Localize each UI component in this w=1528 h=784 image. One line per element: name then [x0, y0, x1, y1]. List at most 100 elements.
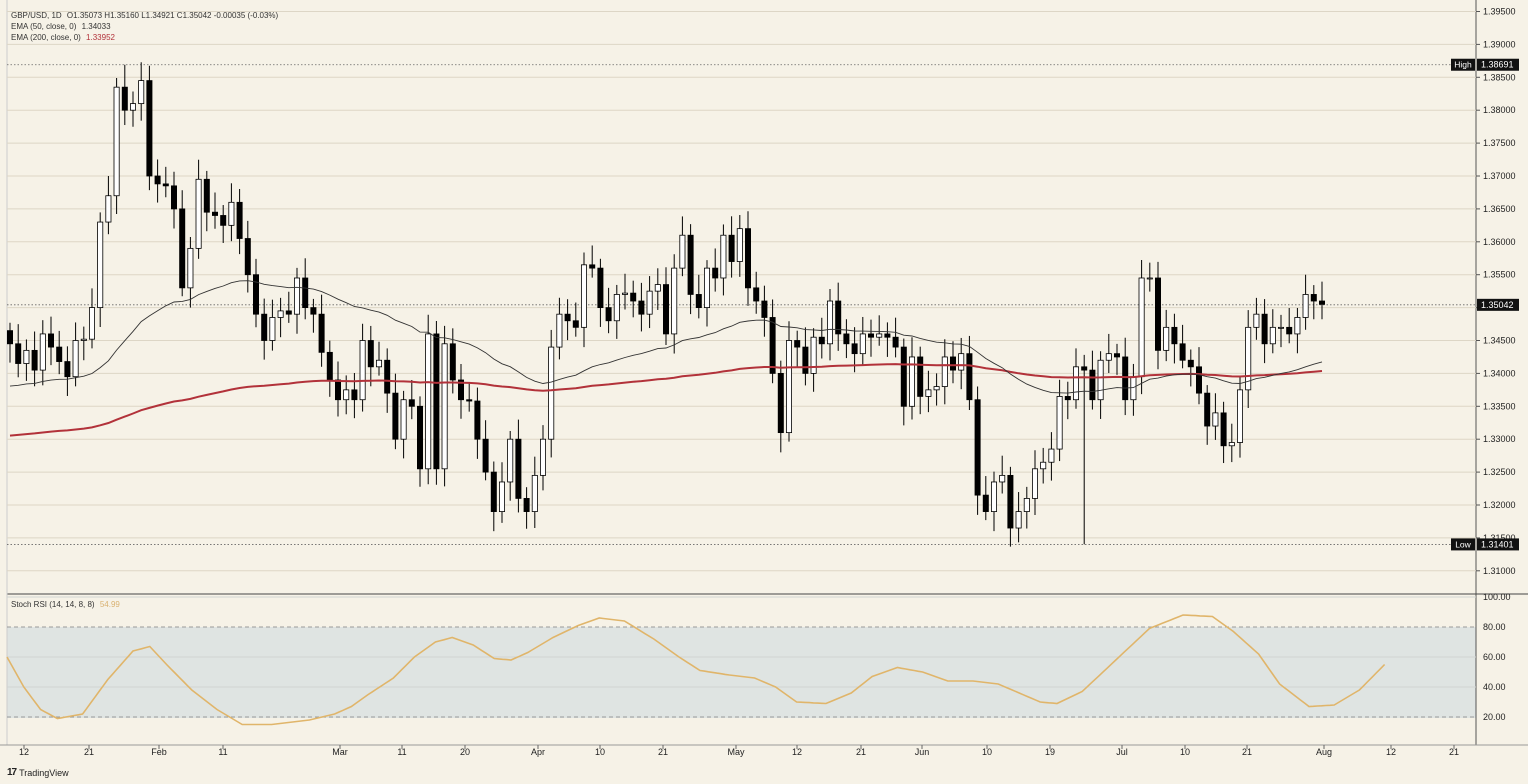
candle-body: [818, 336, 825, 345]
candle-body: [89, 307, 96, 340]
time-tick-label: 10: [595, 747, 605, 757]
candle-body: [753, 287, 760, 302]
candle-body: [220, 215, 227, 226]
candle-body: [1073, 366, 1080, 401]
time-tick-label: 21: [84, 747, 94, 757]
candle-body: [515, 438, 522, 499]
candle-body: [540, 438, 547, 476]
low-badge-box: [1477, 538, 1519, 551]
candle-body: [326, 351, 333, 381]
candle-body: [1081, 366, 1088, 371]
candle-body: [868, 333, 875, 338]
symbol-header[interactable]: GBP/USD, 1D O1.35073 H1.35160 L1.34921 C…: [11, 11, 281, 20]
stoch-rsi-line: [6, 614, 1386, 726]
tradingview-brand[interactable]: 17 TradingView: [7, 767, 69, 778]
candle-body: [851, 343, 858, 355]
time-tick-label: May: [727, 747, 745, 757]
candle-body: [589, 264, 596, 269]
candle-body: [654, 284, 661, 292]
stoch-rsi-value: 54.99: [99, 600, 120, 609]
candle-body: [179, 208, 186, 289]
candle-body: [113, 86, 120, 197]
candle-body: [523, 498, 530, 512]
candle-body: [769, 317, 776, 374]
price-tick-label: 1.34500: [1483, 336, 1516, 346]
candle-body: [121, 86, 128, 111]
candle-body: [687, 234, 694, 295]
candle-body: [1302, 294, 1309, 318]
candle-body: [72, 340, 79, 378]
candle-body: [1089, 369, 1096, 401]
candle-body: [277, 310, 284, 318]
candle-body: [15, 343, 22, 364]
stoch-rsi-label: Stoch RSI (14, 14, 8, 8): [11, 600, 95, 609]
time-tick-label: 11: [397, 747, 406, 757]
candle-body: [1294, 317, 1301, 335]
candle-body: [1220, 412, 1227, 447]
time-tick-label: 21: [658, 747, 668, 757]
time-tick-label: 12: [792, 747, 802, 757]
time-tick-label: Apr: [531, 747, 545, 757]
ema200-label: EMA (200, close, 0): [11, 33, 81, 42]
candle-body: [351, 389, 358, 401]
stoch-rsi-legend[interactable]: Stoch RSI (14, 14, 8, 8) 54.99: [11, 600, 123, 609]
candle-body: [441, 343, 448, 470]
candle-body: [293, 277, 300, 315]
candle-body: [261, 313, 268, 341]
candle-body: [728, 234, 735, 262]
grid-lines: [0, 0, 1528, 746]
price-tick-label: 1.38500: [1483, 72, 1516, 82]
candle-body: [1114, 353, 1121, 358]
candle-body: [343, 389, 350, 401]
time-tick-label: 10: [982, 747, 992, 757]
candle-body: [892, 336, 899, 348]
candle-body: [359, 340, 366, 401]
price-tick-label: 1.31000: [1483, 566, 1516, 576]
candle-body: [269, 317, 276, 341]
stoch-tick-label: 80.00: [1483, 622, 1506, 632]
candle-body: [712, 267, 719, 279]
candle-body: [859, 333, 866, 355]
candle-body: [39, 333, 46, 371]
candle-body: [638, 300, 645, 315]
candle-body: [1097, 359, 1104, 401]
candle-body: [794, 340, 801, 348]
candle-body: [900, 346, 907, 407]
candle-body: [1007, 474, 1014, 529]
ema50-label: EMA (50, close, 0): [11, 22, 77, 31]
candle-body: [720, 234, 727, 279]
stoch-tick-label: 20.00: [1483, 712, 1506, 722]
low-badge-value: 1.31401: [1481, 539, 1514, 549]
candle-body: [810, 336, 817, 374]
tradingview-logo-icon: 17: [7, 767, 17, 778]
candle-body: [1040, 461, 1047, 470]
price-tick-label: 1.39500: [1483, 7, 1516, 17]
ema200-legend[interactable]: EMA (200, close, 0) 1.33952: [11, 33, 118, 42]
candle-body: [1048, 448, 1055, 463]
candle-body: [671, 267, 678, 335]
time-tick-label: 21: [1449, 747, 1459, 757]
time-axis[interactable]: 12 21 Feb 11 Mar 11 20 Apr 10 21 May 12 21 Jun 10 19 Jul…: [19, 745, 1459, 757]
candle-body: [1015, 511, 1022, 529]
candle-body: [466, 399, 473, 402]
candle-body: [974, 399, 981, 496]
candle-body: [310, 307, 317, 315]
candle-body: [941, 356, 948, 387]
time-tick-label: Feb: [151, 747, 167, 757]
candle-body: [622, 292, 629, 295]
candle-body: [170, 185, 177, 210]
price-tick-label: 1.32500: [1483, 467, 1516, 477]
candle-body: [285, 310, 292, 315]
ema50-legend[interactable]: EMA (50, close, 0) 1.34033: [11, 22, 114, 31]
candle-body: [1286, 326, 1293, 335]
price-axis[interactable]: 1.39500 1.39000 1.38500 1.38000 1.37500 1.370…: [1476, 7, 1516, 723]
time-tick-label: 19: [1045, 747, 1055, 757]
time-tick-label: Aug: [1316, 747, 1332, 757]
candle-body: [425, 333, 432, 470]
candle-body: [449, 343, 456, 381]
candle-body: [827, 300, 834, 345]
candle-body: [777, 372, 784, 434]
price-tick-label: 1.37000: [1483, 171, 1516, 181]
